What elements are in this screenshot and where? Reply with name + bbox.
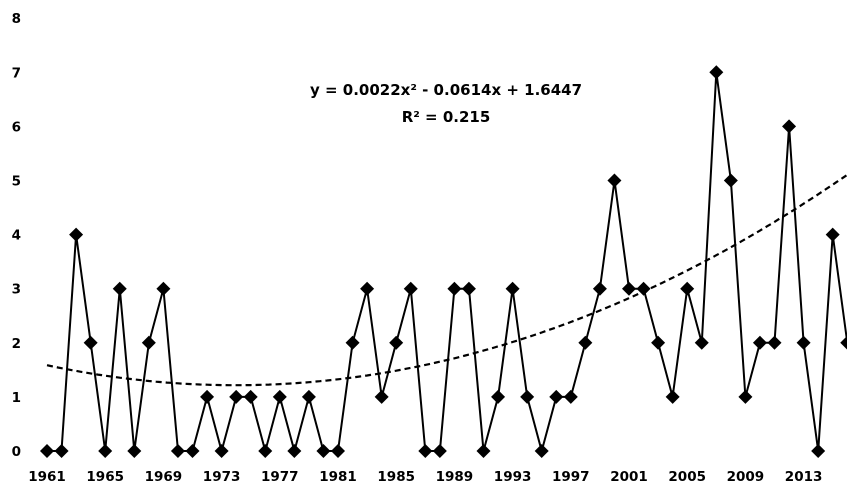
data-point [302, 390, 316, 404]
x-tick-label: 1973 [203, 469, 241, 485]
data-point [535, 444, 549, 458]
data-point [797, 336, 811, 350]
data-point [258, 444, 272, 458]
data-point [637, 282, 651, 296]
data-point [418, 444, 432, 458]
data-point [40, 444, 54, 458]
x-tick-label: 1969 [145, 469, 183, 485]
data-point [811, 444, 825, 458]
data-point [389, 336, 403, 350]
x-tick-label: 1993 [494, 469, 532, 485]
x-tick-label: 2001 [610, 469, 648, 485]
data-point [578, 336, 592, 350]
data-point [331, 444, 345, 458]
y-tick-label: 3 [12, 282, 21, 298]
x-tick-label: 1985 [377, 469, 415, 485]
x-tick-label: 1965 [86, 469, 124, 485]
data-point [666, 390, 680, 404]
data-point [200, 390, 214, 404]
data-point [753, 336, 767, 350]
data-point [156, 282, 170, 296]
y-tick-label: 8 [12, 11, 21, 27]
data-point [695, 336, 709, 350]
x-tick-label: 1961 [28, 469, 66, 485]
data-point [709, 65, 723, 79]
data-point [316, 444, 330, 458]
data-point [477, 444, 491, 458]
data-point [346, 336, 360, 350]
data-point [738, 390, 752, 404]
data-point [98, 444, 112, 458]
data-point [491, 390, 505, 404]
data-point [520, 390, 534, 404]
x-axis-ticks: 1961 1965 1969 1973 1977 1981 1985 1989 1993 1997… [28, 469, 822, 485]
data-point [287, 444, 301, 458]
data-point [651, 336, 665, 350]
data-point [462, 282, 476, 296]
data-point [549, 390, 563, 404]
y-tick-label: 0 [12, 444, 21, 460]
data-point [768, 336, 782, 350]
y-tick-label: 5 [12, 174, 21, 190]
y-tick-label: 6 [12, 119, 21, 135]
data-point [506, 282, 520, 296]
data-point [171, 444, 185, 458]
x-tick-label: 1977 [261, 469, 299, 485]
x-tick-label: 1997 [552, 469, 590, 485]
data-point [782, 119, 796, 133]
data-point [113, 282, 127, 296]
data-point [84, 336, 98, 350]
data-point [593, 282, 607, 296]
data-point [447, 282, 461, 296]
trendline [47, 167, 847, 385]
data-point [607, 174, 621, 188]
data-point [69, 228, 83, 242]
data-point [215, 444, 229, 458]
x-tick-label: 1989 [436, 469, 474, 485]
data-point [244, 390, 258, 404]
data-point [229, 390, 243, 404]
y-axis-ticks: 0 1 2 3 4 5 6 7 8 [12, 11, 21, 460]
y-tick-label: 1 [12, 390, 21, 406]
data-point [724, 174, 738, 188]
data-point [273, 390, 287, 404]
data-point [840, 336, 847, 350]
x-tick-label: 2013 [785, 469, 823, 485]
data-point [186, 444, 200, 458]
y-tick-label: 2 [12, 336, 21, 352]
y-tick-label: 4 [12, 228, 21, 244]
trendline-equation: y = 0.0022x² - 0.0614x + 1.6447 [310, 81, 582, 99]
data-point [433, 444, 447, 458]
data-point [680, 282, 694, 296]
data-point [127, 444, 141, 458]
data-point [404, 282, 418, 296]
r-squared-label: R² = 0.215 [402, 108, 491, 126]
data-point [55, 444, 69, 458]
data-point [142, 336, 156, 350]
x-tick-label: 1981 [319, 469, 357, 485]
data-point [375, 390, 389, 404]
series-line [47, 72, 847, 451]
data-point [564, 390, 578, 404]
y-tick-label: 7 [12, 65, 21, 81]
data-point [622, 282, 636, 296]
data-point [826, 228, 840, 242]
x-tick-label: 2005 [668, 469, 706, 485]
x-tick-label: 2009 [727, 469, 765, 485]
data-point [360, 282, 374, 296]
